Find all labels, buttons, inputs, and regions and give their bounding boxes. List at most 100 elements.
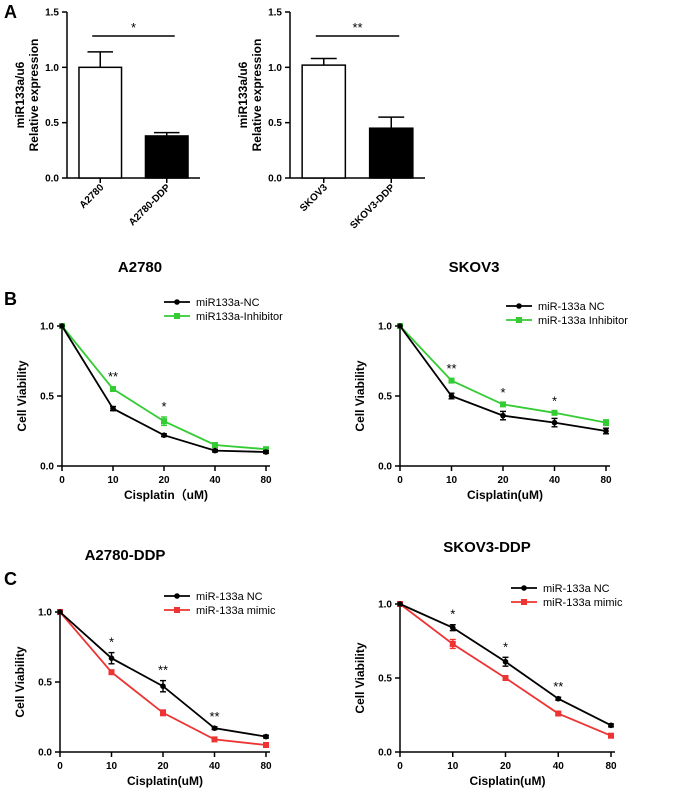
data-point [555, 710, 562, 717]
y-tick-label: 0.5 [40, 392, 54, 403]
x-tick-label: 40 [209, 475, 221, 486]
x-tick-label: 40 [209, 761, 221, 772]
legend-label: miR-133a mimic [196, 605, 276, 617]
legend-marker [174, 593, 180, 599]
chart-title: SKOV3-DDP [443, 539, 531, 556]
bar-chart-a2: 0.0 0.5 1.0 1.5 miR133a/u6 Relative expressio… [236, 8, 425, 231]
bar-a2780-ddp [144, 135, 189, 179]
data-point [108, 655, 115, 661]
data-point [263, 449, 269, 455]
y-tick-label: 0.0 [45, 174, 59, 185]
y-tick-label: 0.5 [45, 118, 59, 129]
series-line [399, 603, 612, 737]
bar-chart-a1: 0.0 0.5 1.0 1.5 miR133a/u6 Relative expressio… [13, 8, 200, 228]
series-mir-133a-inhibitor [397, 323, 609, 427]
significance-label: ** [446, 361, 456, 376]
significance-label: * [503, 639, 508, 654]
series-mir-133a-mimic [397, 601, 614, 739]
y-axis-label: miR133a/u6 [13, 61, 27, 128]
significance-label: ** [553, 679, 563, 694]
data-point [161, 432, 167, 439]
x-tick-label: 10 [106, 761, 118, 772]
y-tick-label: 0.5 [268, 118, 282, 129]
data-point [603, 419, 609, 426]
y-axis-label: miR133a/u6 [236, 61, 250, 128]
data-point [263, 733, 269, 740]
significance-label: * [109, 635, 114, 650]
x-tick-label: 10 [447, 761, 459, 772]
y-axis-label: Cell Viability [15, 360, 29, 431]
line-chart-c2: 0.0 0.5 1.0 Cell Viability 0 10 20 40 80 Cisplati… [353, 539, 623, 788]
data-point [212, 447, 218, 454]
data-point [449, 624, 456, 631]
x-tick-label: 20 [500, 761, 512, 772]
bar-skov3 [301, 64, 347, 179]
chart-title: A2780 [118, 259, 162, 276]
bar-a2780 [78, 66, 123, 179]
x-axis-label: Cisplatin（uM) [124, 487, 208, 502]
y-tick-label: 0.0 [378, 748, 392, 759]
y-tick-label: 0.5 [378, 392, 392, 403]
line-chart-b1: 0.0 0.5 1.0 Cell Viability 0 10 20 40 80 Cisplati… [15, 259, 283, 502]
significance-label: * [552, 393, 557, 408]
y-tick-label: 0.5 [38, 678, 52, 689]
data-point [57, 609, 63, 615]
data-point [211, 736, 218, 743]
data-point [500, 401, 506, 408]
chart-title: A2780-DDP [85, 547, 166, 564]
data-point [263, 742, 269, 748]
data-point [449, 640, 456, 647]
data-point [448, 377, 455, 384]
legend-label: miR-133a NC [543, 583, 610, 595]
x-tick-label: A2780-DDP [127, 182, 173, 228]
x-axis-label: Cisplatin(uM) [470, 774, 546, 788]
x-tick-label: 40 [549, 475, 561, 486]
series-mir-133a-mimic [57, 609, 269, 748]
legend-label: miR133a-Inhibitor [196, 311, 283, 323]
series-line [399, 325, 607, 424]
x-tick-label: 10 [107, 475, 119, 486]
x-tick-label: 80 [260, 475, 272, 486]
y-tick-label: 1.0 [378, 600, 392, 611]
line-chart-c1: 0.0 0.5 1.0 Cell Viability 0 10 20 40 80 Cisplati… [13, 547, 276, 788]
data-point [502, 658, 509, 665]
y-tick-label: 1.0 [268, 63, 282, 74]
data-point [551, 419, 558, 426]
x-tick-label: 20 [157, 761, 169, 772]
data-point [110, 405, 116, 412]
y-tick-label: 1.5 [268, 8, 282, 19]
x-tick-label: 40 [553, 761, 565, 772]
y-tick-label: 0.0 [268, 174, 282, 185]
x-tick-label: 80 [605, 761, 617, 772]
legend-label: miR-133a mimic [543, 597, 623, 609]
series-line [59, 611, 267, 746]
y-axis-label: Relative expression [27, 39, 41, 152]
panel-letter-c: C [4, 569, 17, 589]
chart-title: SKOV3 [449, 259, 500, 276]
y-tick-label: 1.0 [45, 63, 59, 74]
significance-label: * [450, 607, 455, 622]
data-point [502, 675, 509, 681]
y-tick-label: 0.5 [378, 674, 392, 685]
significance-label: * [131, 20, 136, 35]
data-point [160, 683, 166, 689]
significance-label: ** [209, 709, 219, 724]
series-line [61, 325, 267, 451]
legend-marker [174, 607, 180, 613]
legend-marker [174, 299, 180, 305]
series-mir133a-nc [59, 323, 269, 455]
legend-marker [516, 303, 522, 309]
panel-letter-b: B [4, 289, 17, 309]
significance-label: ** [352, 20, 362, 35]
legend-label: miR133a-NC [196, 297, 260, 309]
legend-marker [521, 585, 527, 591]
y-axis-label: Cell Viability [353, 642, 367, 713]
data-point [160, 709, 166, 716]
x-tick-label: 0 [397, 475, 403, 486]
x-axis-label: Cisplatin(uM) [467, 488, 543, 502]
data-point [110, 386, 116, 392]
y-tick-label: 0.0 [40, 462, 54, 473]
x-tick-label: 80 [600, 475, 612, 486]
